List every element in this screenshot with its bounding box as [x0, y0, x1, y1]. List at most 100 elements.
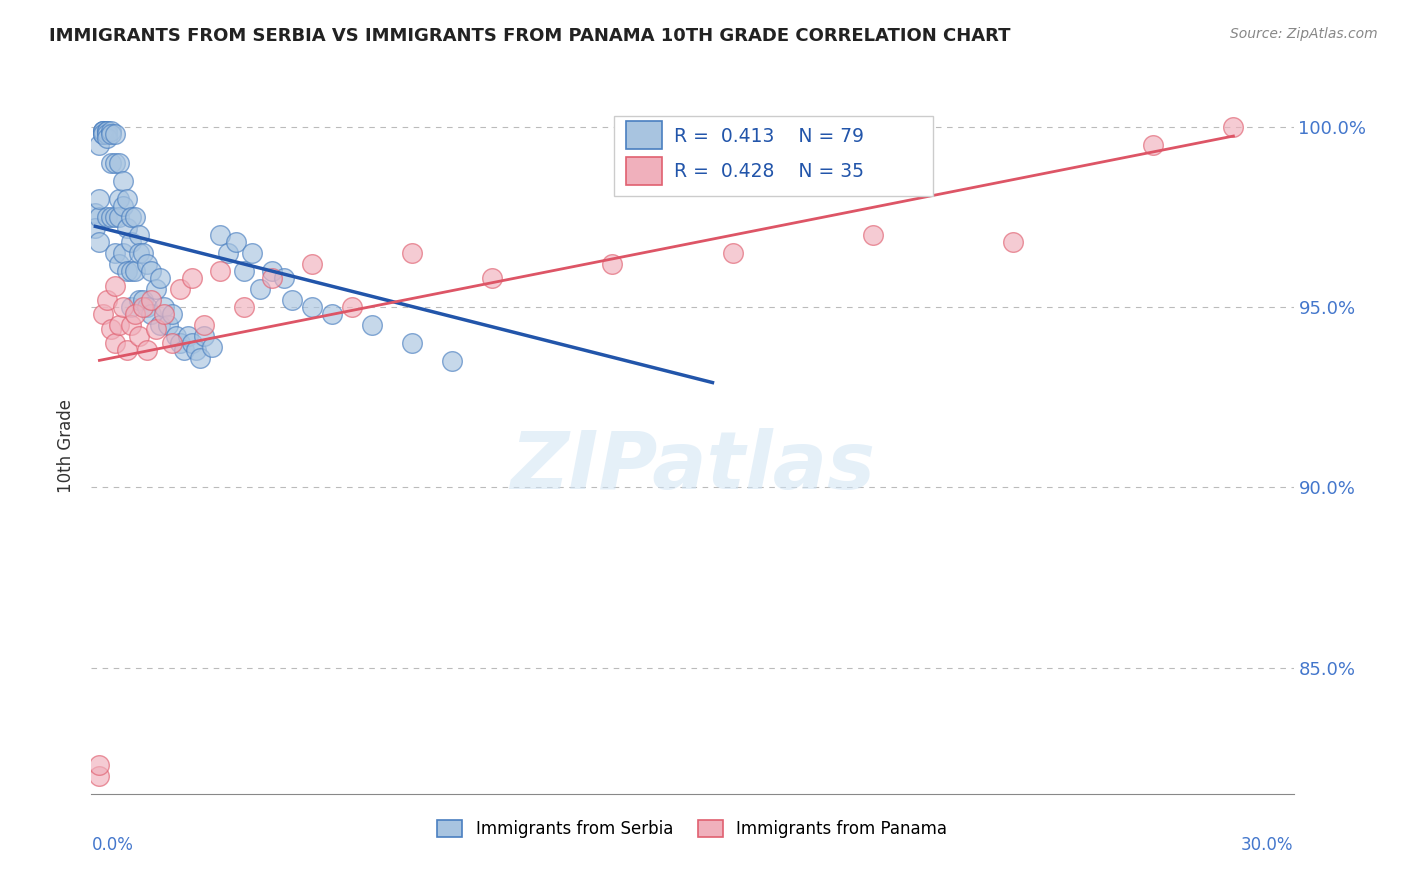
Point — [176, 329, 198, 343]
Point — [100, 127, 122, 141]
Point — [132, 246, 155, 260]
Point — [184, 343, 207, 358]
Point — [89, 235, 111, 250]
Point — [232, 300, 254, 314]
Point — [96, 210, 118, 224]
Point — [104, 127, 127, 141]
Point — [208, 264, 231, 278]
Point — [100, 123, 122, 137]
Point — [240, 246, 263, 260]
Text: R =  0.413    N = 79: R = 0.413 N = 79 — [675, 127, 865, 146]
Point — [96, 130, 118, 145]
Point — [112, 174, 135, 188]
Point — [152, 300, 174, 314]
Point — [89, 210, 111, 224]
Point — [180, 336, 202, 351]
Point — [481, 271, 503, 285]
Point — [141, 293, 163, 307]
Point — [148, 318, 170, 333]
Point — [128, 228, 150, 243]
Point — [93, 123, 115, 137]
Point — [136, 343, 159, 358]
Point — [121, 264, 143, 278]
Point — [273, 271, 295, 285]
Text: ZIPatlas: ZIPatlas — [510, 428, 875, 506]
Point — [232, 264, 254, 278]
Point — [702, 120, 724, 134]
Point — [180, 271, 202, 285]
Point — [104, 246, 127, 260]
FancyBboxPatch shape — [614, 116, 934, 195]
Point — [132, 293, 155, 307]
Point — [602, 257, 624, 271]
Point — [128, 293, 150, 307]
Legend: Immigrants from Serbia, Immigrants from Panama: Immigrants from Serbia, Immigrants from … — [430, 814, 955, 845]
Point — [862, 228, 884, 243]
Point — [440, 354, 463, 368]
Point — [89, 138, 111, 153]
Point — [401, 336, 423, 351]
Point — [93, 123, 115, 137]
Point — [117, 264, 139, 278]
Point — [132, 300, 155, 314]
Text: 30.0%: 30.0% — [1241, 836, 1294, 854]
Point — [160, 307, 183, 321]
Point — [1001, 235, 1024, 250]
Point — [128, 329, 150, 343]
Point — [401, 246, 423, 260]
Point — [340, 300, 363, 314]
Text: Source: ZipAtlas.com: Source: ZipAtlas.com — [1230, 27, 1378, 41]
Point — [117, 192, 139, 206]
Point — [100, 210, 122, 224]
Point — [117, 220, 139, 235]
Point — [173, 343, 195, 358]
Point — [148, 271, 170, 285]
Point — [89, 758, 111, 772]
Point — [260, 271, 283, 285]
Point — [121, 235, 143, 250]
Point — [156, 318, 179, 333]
Point — [89, 192, 111, 206]
Point — [104, 278, 127, 293]
Point — [169, 336, 191, 351]
Point — [112, 199, 135, 213]
Point — [165, 329, 187, 343]
Point — [160, 336, 183, 351]
Point — [145, 282, 167, 296]
Point — [1222, 120, 1244, 134]
Point — [96, 123, 118, 137]
Point — [201, 340, 224, 354]
Point — [84, 220, 107, 235]
Point — [193, 329, 215, 343]
Point — [104, 210, 127, 224]
Point — [93, 127, 115, 141]
Point — [112, 246, 135, 260]
Point — [93, 123, 115, 137]
Point — [301, 300, 323, 314]
Point — [104, 336, 127, 351]
Point — [124, 210, 146, 224]
Point — [1142, 138, 1164, 153]
Text: 0.0%: 0.0% — [91, 836, 134, 854]
Point — [225, 235, 247, 250]
Point — [93, 127, 115, 141]
Point — [145, 322, 167, 336]
Point — [89, 769, 111, 783]
Text: R =  0.428    N = 35: R = 0.428 N = 35 — [675, 161, 865, 181]
Point — [108, 210, 131, 224]
Point — [188, 351, 211, 365]
Point — [112, 300, 135, 314]
Point — [208, 228, 231, 243]
Point — [721, 246, 744, 260]
Point — [121, 318, 143, 333]
Point — [136, 300, 159, 314]
Point — [301, 257, 323, 271]
Point — [169, 282, 191, 296]
Point — [136, 257, 159, 271]
Point — [124, 307, 146, 321]
Point — [217, 246, 239, 260]
Bar — [626, 157, 662, 186]
Point — [249, 282, 271, 296]
Point — [108, 318, 131, 333]
Point — [141, 264, 163, 278]
